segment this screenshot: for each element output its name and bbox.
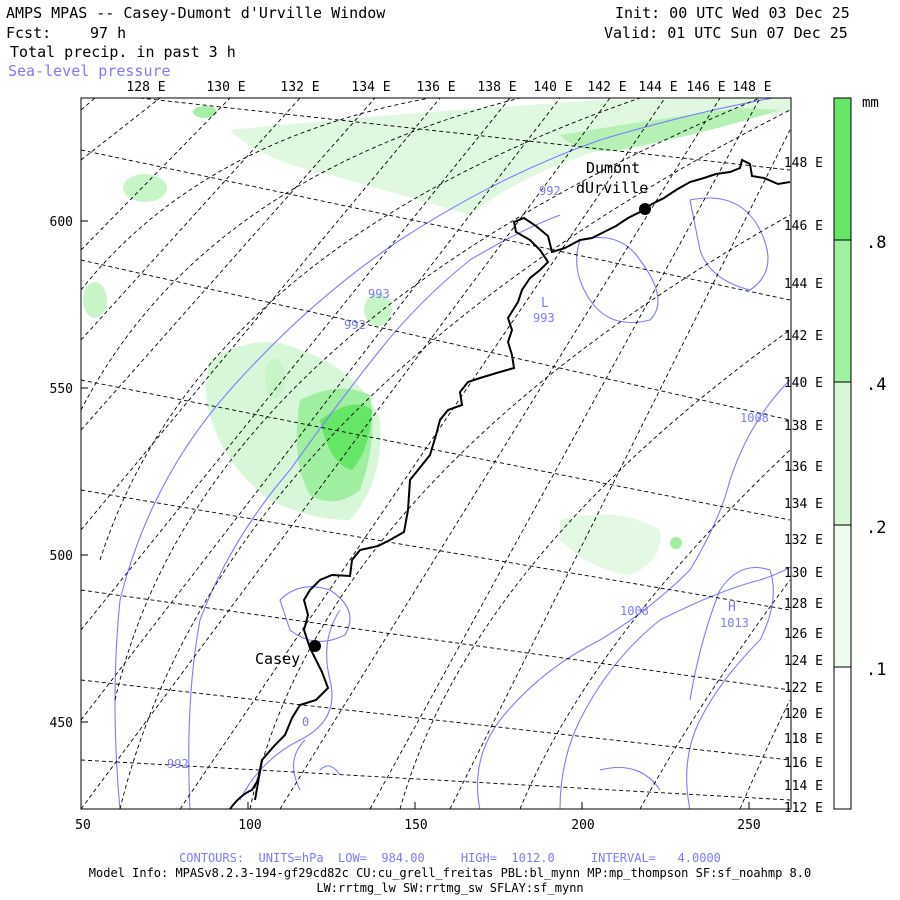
lon-label-right: 134 E [784, 497, 823, 512]
dumont-durville-label-line2: dUrville [576, 179, 648, 197]
pressure-label: 992 [539, 184, 561, 198]
colorbar-label: .1 [866, 660, 886, 680]
grid-label-bottom: 250 [737, 818, 760, 833]
init-time: Init: 00 UTC Wed 03 Dec 25 [615, 4, 850, 22]
colorbar-label: .2 [866, 518, 886, 538]
grid-ticks [80, 220, 750, 809]
lon-label-right: 146 E [784, 219, 823, 234]
grid-label-left: 450 [50, 716, 73, 731]
model-info: Model Info: MPASv8.2.3-194-gf29cd82c CU:… [88, 866, 812, 880]
colorbar-label: .4 [866, 375, 886, 395]
lon-label-top: 136 E [416, 80, 455, 95]
lon-label-right: 144 E [784, 277, 823, 292]
lon-label-top: 132 E [280, 80, 319, 95]
pressure-label: 992 [167, 757, 189, 771]
grid-label-left: 550 [50, 382, 73, 397]
pressure-label: 0 [302, 715, 309, 729]
overlay-name: Sea-level pressure [8, 62, 171, 80]
low-pressure-center: L [541, 296, 549, 311]
lon-label-top: 148 E [732, 80, 771, 95]
dumont-durville-station-marker [639, 203, 651, 215]
lon-label-top: 140 E [533, 80, 572, 95]
lon-label-right: 148 E [784, 156, 823, 171]
lon-label-top: 138 E [477, 80, 516, 95]
lon-label-top: 128 E [126, 80, 165, 95]
contour-info: CONTOURS: UNITS=hPa LOW= 984.00 HIGH= 10… [179, 851, 721, 865]
lon-label-right: 116 E [784, 756, 823, 771]
lon-label-right: 118 E [784, 732, 823, 747]
casey-label: Casey [255, 650, 300, 668]
lon-label-right: 138 E [784, 419, 823, 434]
lon-label-top: 130 E [206, 80, 245, 95]
grid-label-bottom: 150 [404, 818, 427, 833]
colorbar-label: .8 [866, 233, 886, 253]
pressure-label: 993 [533, 311, 555, 325]
map-canvas: Dumont dUrville Casey 992 993 992 993 10… [50, 80, 887, 833]
colorbar-unit: mm [862, 95, 879, 111]
lon-label-right: 112 E [784, 801, 823, 816]
pressure-label: 1008 [740, 411, 769, 425]
forecast-label: Fcst: [6, 24, 52, 42]
lon-label-right: 120 E [784, 707, 823, 722]
forecast-hour: 97 h [90, 24, 127, 42]
pressure-label: 1008 [620, 604, 649, 618]
precip-colorbar [833, 97, 852, 810]
pressure-contours [114, 98, 791, 809]
field-name: Total precip. in past 3 h [10, 43, 236, 61]
lon-label-right: 126 E [784, 627, 823, 642]
latitude-circles [81, 98, 791, 809]
dumont-durville-label-line1: Dumont [586, 159, 640, 177]
lon-label-right: 130 E [784, 566, 823, 581]
map-title: AMPS MPAS -- Casey-Dumont d'Urville Wind… [6, 4, 386, 22]
pressure-label: 993 [368, 287, 390, 301]
lon-label-right: 128 E [784, 597, 823, 612]
grid-label-left: 500 [50, 549, 73, 564]
grid-label-left: 600 [50, 215, 73, 230]
casey-station-marker [309, 640, 321, 652]
lon-label-top: 146 E [686, 80, 725, 95]
lon-label-right: 132 E [784, 533, 823, 548]
lon-label-top: 134 E [351, 80, 390, 95]
lon-label-right: 142 E [784, 329, 823, 344]
lon-label-top: 142 E [587, 80, 626, 95]
grid-label-bottom: 50 [75, 818, 91, 833]
lon-label-right: 140 E [784, 376, 823, 391]
grid-label-bottom: 100 [238, 818, 261, 833]
lon-label-right: 114 E [784, 779, 823, 794]
pressure-label: 1013 [720, 616, 749, 630]
valid-time: Valid: 01 UTC Sun 07 Dec 25 [604, 24, 848, 42]
map-frame [81, 98, 791, 809]
high-pressure-center: H [728, 600, 736, 615]
lon-label-right: 124 E [784, 654, 823, 669]
pressure-label: 992 [344, 318, 366, 332]
lon-label-top: 144 E [638, 80, 677, 95]
precip-shading [83, 98, 790, 575]
physics-info: LW:rrtmg_lw SW:rrtmg_sw SFLAY:sf_mynn [316, 881, 584, 895]
grid-label-bottom: 200 [571, 818, 594, 833]
meridians [81, 98, 791, 809]
lon-label-right: 122 E [784, 681, 823, 696]
lon-label-right: 136 E [784, 460, 823, 475]
